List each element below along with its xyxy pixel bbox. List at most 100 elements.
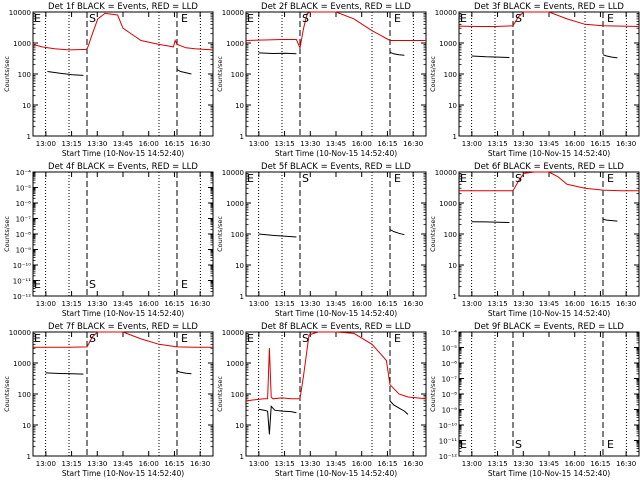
y-tick-label: 1000 [13, 40, 31, 48]
events-series-line [258, 405, 297, 435]
y-tick-label: 10 [235, 262, 244, 270]
marker-e-left: E [460, 172, 467, 185]
plot-frame [32, 331, 214, 457]
marker-e: E [607, 12, 614, 25]
x-tick-label: 16:30 [616, 460, 636, 468]
y-tick-label: 10 [235, 422, 244, 430]
x-tick-label: 13:00 [462, 140, 482, 148]
y-tick-label: 1 [27, 453, 31, 461]
y-axis-label: Counts/sec [429, 216, 437, 252]
x-tick-label: 13:15 [487, 140, 507, 148]
y-tick-label: 100 [444, 71, 457, 79]
x-tick-label: 13:00 [36, 460, 56, 468]
marker-e: E [394, 12, 401, 25]
lld-series-line [459, 171, 639, 192]
x-tick-label: 13:00 [462, 300, 482, 308]
y-tick-label: 1 [453, 133, 457, 141]
x-tick-label: 13:45 [539, 140, 559, 148]
x-tick-label: 16:00 [565, 300, 585, 308]
x-tick-label: 13:15 [274, 300, 294, 308]
y-tick-label: 10000 [9, 329, 31, 337]
x-axis-label: Start Time (10-Nov-15 14:52:40) [275, 309, 397, 318]
marker-e-left: E [34, 278, 41, 291]
events-series-line [258, 233, 297, 238]
events-series-line [258, 52, 297, 55]
events-series-line [45, 372, 84, 375]
y-axis-label: Counts/sec [3, 56, 11, 92]
panel-title: Det 9f BLACK = Events, RED = LLD [474, 322, 624, 332]
detector-panel-1: Det 1f BLACK = Events, RED = LLD 1 10 100 10… [3, 2, 214, 158]
x-tick-label: 13:15 [274, 140, 294, 148]
y-tick-label: 10000 [435, 169, 457, 177]
x-tick-label: 13:00 [249, 140, 269, 148]
lld-series-line [245, 11, 426, 50]
x-tick-label: 16:30 [403, 300, 423, 308]
events-series-line [389, 400, 409, 415]
detector-panel-6: Det 6f BLACK = Events, RED = LLD 1 10 100 10… [429, 162, 640, 318]
marker-s: S [302, 12, 309, 25]
x-tick-label: 16:00 [565, 460, 585, 468]
plot-frame [245, 11, 427, 137]
x-tick-label: 13:30 [513, 300, 533, 308]
x-tick-label: 16:15 [164, 300, 184, 308]
x-tick-label: 16:30 [403, 460, 423, 468]
y-tick-label: 10⁻¹⁰ [13, 262, 31, 270]
x-tick-label: 16:00 [352, 460, 372, 468]
marker-e: E [181, 278, 188, 291]
y-tick-label: 10 [235, 102, 244, 110]
y-tick-label: 10⁻¹¹ [13, 278, 31, 286]
y-tick-label: 10⁻⁴ [442, 329, 458, 337]
y-tick-label: 10 [22, 102, 31, 110]
x-tick-label: 16:00 [139, 460, 159, 468]
panel-title: Det 5f BLACK = Events, RED = LLD [261, 162, 411, 172]
marker-s: S [515, 12, 522, 25]
y-tick-label: 10 [22, 422, 31, 430]
marker-s: S [89, 278, 96, 291]
y-tick-label: 10⁻⁵ [442, 345, 458, 353]
y-axis-label: Counts/sec [3, 376, 11, 412]
lld-series-line [33, 331, 213, 348]
y-tick-label: 1000 [226, 360, 244, 368]
detector-panel-3: Det 3f BLACK = Events, RED = LLD 1 10 100 10… [429, 2, 640, 158]
x-axis-label: Start Time (10-Nov-15 14:52:40) [62, 309, 184, 318]
y-tick-label: 1 [240, 293, 244, 301]
panel-title: Det 8f BLACK = Events, RED = LLD [261, 322, 411, 332]
y-tick-label: 10⁻¹² [439, 453, 457, 461]
events-series-line [602, 54, 618, 59]
y-tick-label: 10⁻⁶ [16, 200, 32, 208]
x-tick-label: 13:15 [61, 300, 81, 308]
x-tick-label: 16:15 [164, 460, 184, 468]
x-tick-label: 13:30 [300, 140, 320, 148]
y-tick-label: 10 [448, 102, 457, 110]
x-tick-label: 13:15 [61, 460, 81, 468]
marker-s: S [515, 438, 522, 451]
y-tick-label: 10⁻⁵ [16, 185, 32, 193]
x-tick-label: 13:30 [87, 460, 107, 468]
x-tick-label: 13:45 [113, 140, 133, 148]
detector-panel-8: Det 8f BLACK = Events, RED = LLD 1 10 100 10… [216, 322, 427, 478]
plot-frame [458, 11, 640, 137]
panel-title: Det 4f BLACK = Events, RED = LLD [48, 162, 198, 172]
x-tick-label: 13:45 [326, 140, 346, 148]
x-tick-label: 13:30 [513, 140, 533, 148]
detector-panel-5: Det 5f BLACK = Events, RED = LLD 1 10 100 10… [216, 162, 427, 318]
x-tick-label: 13:15 [274, 460, 294, 468]
y-tick-label: 10⁻⁸ [442, 391, 458, 399]
x-tick-label: 16:00 [139, 300, 159, 308]
x-axis-label: Start Time (10-Nov-15 14:52:40) [488, 469, 610, 478]
y-tick-label: 10⁻⁷ [442, 376, 458, 384]
marker-s: S [515, 172, 522, 185]
x-tick-label: 13:00 [249, 300, 269, 308]
y-tick-label: 10⁻¹¹ [439, 438, 457, 446]
x-tick-label: 16:30 [616, 140, 636, 148]
events-series-line [602, 218, 618, 222]
y-tick-label: 1000 [439, 200, 457, 208]
x-axis-label: Start Time (10-Nov-15 14:52:40) [488, 149, 610, 158]
x-tick-label: 16:15 [590, 300, 610, 308]
marker-e: E [181, 332, 188, 345]
marker-e: E [607, 438, 614, 451]
y-tick-label: 10000 [9, 9, 31, 17]
y-tick-label: 10⁻⁶ [442, 360, 458, 368]
events-series-line [47, 71, 84, 76]
events-series-line [389, 229, 405, 236]
